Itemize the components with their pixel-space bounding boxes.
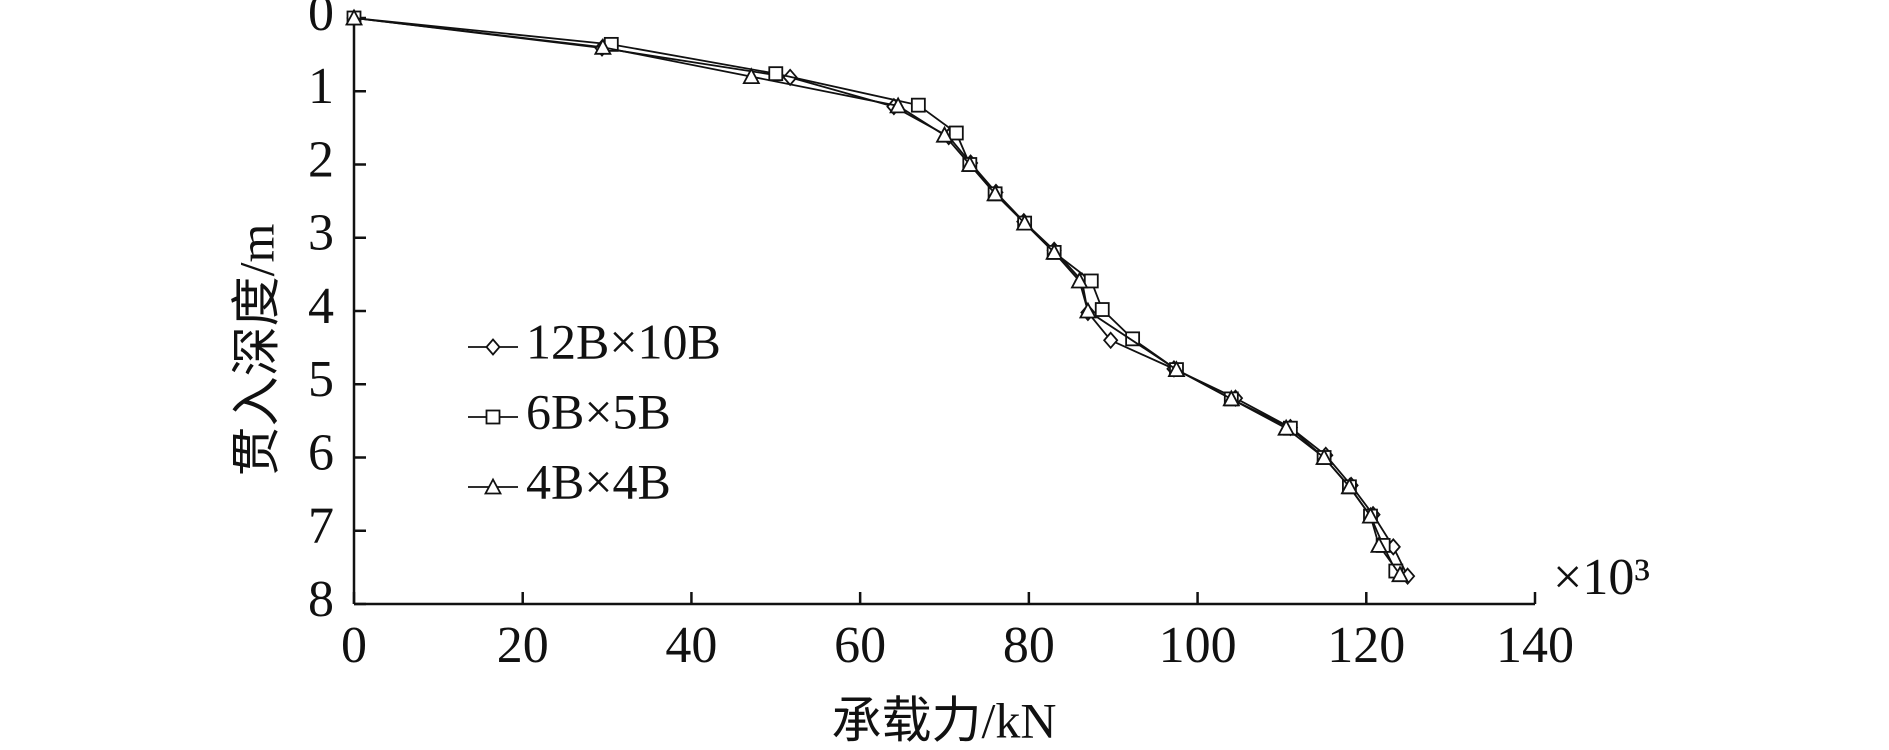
marker (1369, 535, 1388, 553)
x-tick-label: 140 (1496, 617, 1574, 674)
x-tick-label: 0 (341, 617, 367, 674)
legend-marker (485, 409, 501, 425)
x-tick-label: 60 (834, 617, 886, 674)
marker (1102, 331, 1119, 350)
marker (1015, 213, 1034, 231)
marker (910, 97, 926, 113)
marker (1340, 477, 1359, 495)
y-tick-label: 4 (308, 278, 334, 335)
y-tick-label: 5 (308, 351, 334, 408)
x-tick-label: 80 (1003, 617, 1055, 674)
y-tick-label: 0 (308, 0, 334, 42)
marker (986, 184, 1005, 202)
y-axis-title: 贯入深度/m (228, 224, 284, 477)
marker (742, 67, 761, 84)
marker (593, 37, 612, 55)
marker (1167, 360, 1186, 378)
marker (1222, 389, 1241, 407)
marker (344, 8, 364, 26)
y-tick-label: 3 (308, 205, 334, 262)
marker (768, 66, 784, 82)
x-axis-multiplier: ×10³ (1553, 549, 1650, 606)
marker (960, 155, 979, 172)
y-tick-label: 7 (308, 498, 334, 555)
marker (1277, 418, 1296, 436)
x-tick-label: 40 (665, 617, 717, 674)
marker (948, 125, 964, 141)
marker (889, 96, 908, 114)
marker (1361, 506, 1380, 524)
marker (1078, 301, 1097, 319)
x-tick-label: 100 (1159, 617, 1237, 674)
legend-label: 4B×4B (526, 453, 671, 509)
marker (1315, 448, 1334, 465)
marker (935, 125, 954, 143)
y-tick-label: 8 (308, 571, 334, 628)
marker (1083, 273, 1099, 289)
x-axis-title: 承载力/kN (832, 692, 1057, 748)
marker (1070, 271, 1089, 289)
legend-marker (483, 477, 503, 495)
y-tick-label: 6 (308, 424, 334, 481)
y-tick-label: 2 (308, 131, 334, 188)
y-tick-label: 1 (308, 58, 334, 115)
x-tick-label: 20 (497, 617, 549, 674)
legend-label: 6B×5B (526, 383, 671, 439)
series-line (353, 17, 1401, 576)
legend-marker (485, 338, 501, 356)
marker (1045, 242, 1064, 260)
marker (1391, 565, 1410, 583)
legend-label: 12B×10B (526, 313, 721, 369)
x-tick-label: 120 (1327, 617, 1405, 674)
marker (1094, 302, 1110, 317)
